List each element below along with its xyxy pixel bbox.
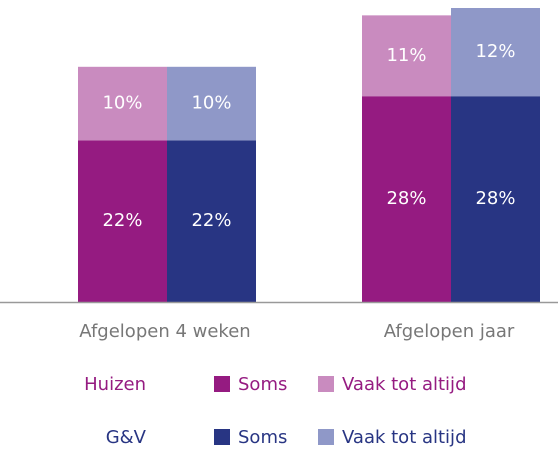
legend-group-label: Huizen	[84, 374, 146, 395]
legend-label: Vaak tot altijd	[342, 374, 467, 395]
bar-segment	[167, 66, 256, 141]
value-label: 22%	[191, 210, 231, 231]
legend-swatch	[214, 376, 230, 392]
value-label: 10%	[191, 93, 231, 114]
bar-segment	[362, 15, 451, 97]
legend-swatch	[318, 376, 334, 392]
value-label: 11%	[386, 45, 426, 66]
legend-group-label: G&V	[106, 427, 147, 448]
x-tick-label: Afgelopen jaar	[384, 321, 515, 342]
value-label: 12%	[475, 41, 515, 62]
bar-segment	[451, 8, 540, 97]
legend-label: Soms	[238, 374, 287, 395]
legend-swatch	[214, 429, 230, 445]
x-tick-label: Afgelopen 4 weken	[79, 321, 250, 342]
legend-label: Vaak tot altijd	[342, 427, 467, 448]
value-label: 28%	[386, 188, 426, 209]
bar-segment	[167, 140, 256, 302]
value-label: 28%	[475, 188, 515, 209]
bar-segment	[78, 140, 167, 302]
bar-segment	[362, 96, 451, 302]
legend-swatch	[318, 429, 334, 445]
legend-label: Soms	[238, 427, 287, 448]
bar-segment	[78, 66, 167, 141]
value-label: 10%	[102, 93, 142, 114]
value-label: 22%	[102, 210, 142, 231]
bar-segment	[451, 96, 540, 302]
